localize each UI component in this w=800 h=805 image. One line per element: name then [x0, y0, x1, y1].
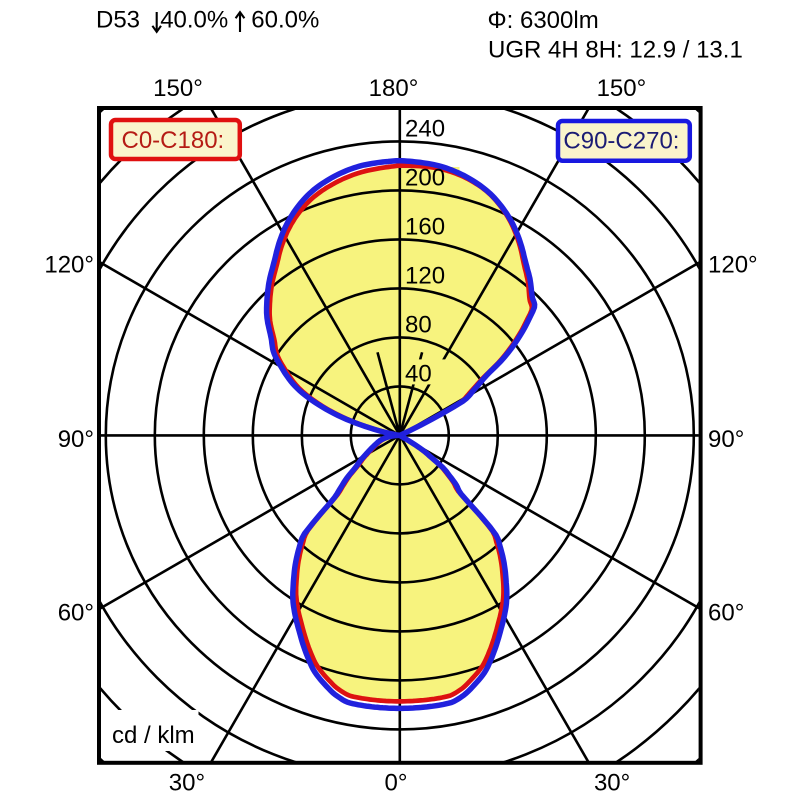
svg-text:160: 160: [405, 213, 445, 240]
svg-text:120°: 120°: [708, 251, 758, 278]
svg-text:C0-C180:: C0-C180:: [122, 127, 225, 154]
svg-text:30°: 30°: [594, 770, 630, 797]
svg-text:120°: 120°: [44, 251, 94, 278]
svg-text:150°: 150°: [597, 75, 647, 102]
svg-text:Φ: 6300lm: Φ: 6300lm: [488, 7, 599, 34]
svg-text:D53: D53: [96, 7, 140, 34]
svg-text:30°: 30°: [169, 770, 205, 797]
svg-text:150°: 150°: [153, 75, 203, 102]
svg-text:40.0%: 40.0%: [160, 7, 228, 34]
svg-text:40: 40: [405, 360, 432, 387]
svg-text:200: 200: [405, 164, 445, 191]
svg-text:60°: 60°: [58, 600, 94, 627]
svg-text:120: 120: [405, 262, 445, 289]
svg-text:60°: 60°: [708, 600, 744, 627]
svg-text:60.0%: 60.0%: [251, 7, 319, 34]
svg-text:180°: 180°: [369, 75, 419, 102]
svg-text:90°: 90°: [58, 426, 94, 453]
svg-text:C90-C270:: C90-C270:: [563, 128, 679, 155]
svg-text:0°: 0°: [385, 770, 408, 797]
svg-text:80: 80: [405, 311, 432, 338]
svg-text:90°: 90°: [708, 426, 744, 453]
svg-text:240: 240: [405, 115, 445, 142]
svg-text:UGR 4H 8H: 12.9 / 13.1: UGR 4H 8H: 12.9 / 13.1: [488, 37, 743, 64]
svg-text:cd / klm: cd / klm: [112, 722, 195, 749]
